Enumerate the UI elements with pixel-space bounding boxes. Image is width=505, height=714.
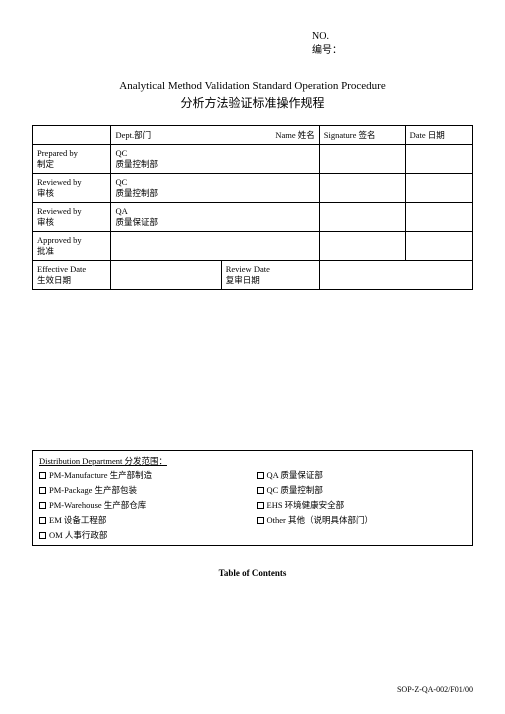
label-qa: QA 质量保证部 xyxy=(267,470,323,480)
reviewed2-sig xyxy=(319,203,405,232)
effective-en: Effective Date xyxy=(37,264,106,274)
header-date: Date 日期 xyxy=(405,126,472,145)
prepared-zh: 制定 xyxy=(37,158,106,170)
label-pm-package: PM-Package 生产部包装 xyxy=(49,485,137,495)
header-empty xyxy=(33,126,111,145)
approved-sig xyxy=(319,232,405,261)
footer-doc-code: SOP-Z-QA-002/F01/00 xyxy=(397,685,473,694)
reviewed1-dept-zh: 质量控制部 xyxy=(115,187,314,199)
effective-label: Effective Date 生效日期 xyxy=(33,261,111,290)
reviewed2-label: Reviewed by 审核 xyxy=(33,203,111,232)
label-pm-warehouse: PM-Warehouse 生产部仓库 xyxy=(49,500,146,510)
checkbox-icon xyxy=(39,487,46,494)
review-en: Review Date xyxy=(226,264,315,274)
effective-value xyxy=(111,261,221,290)
prepared-label: Prepared by 制定 xyxy=(33,145,111,174)
chk-pm-manufacture[interactable]: PM-Manufacture 生产部制造 xyxy=(39,469,249,481)
chk-other[interactable]: Other 其他（说明具体部门） xyxy=(257,514,467,526)
checkbox-icon xyxy=(39,472,46,479)
reviewed2-date xyxy=(405,203,472,232)
row-dates: Effective Date 生效日期 Review Date 复审日期 xyxy=(33,261,473,290)
header-signature: Signature 签名 xyxy=(319,126,405,145)
reviewed2-zh: 审核 xyxy=(37,216,106,228)
label-other: Other 其他（说明具体部门） xyxy=(267,515,373,525)
effective-zh: 生效日期 xyxy=(37,274,106,286)
checkbox-icon xyxy=(257,472,264,479)
row-reviewed2: Reviewed by 审核 QA 质量保证部 xyxy=(33,203,473,232)
chk-qc[interactable]: QC 质量控制部 xyxy=(257,484,467,496)
checkbox-icon xyxy=(39,532,46,539)
reviewed1-sig xyxy=(319,174,405,203)
reviewed1-zh: 审核 xyxy=(37,187,106,199)
prepared-dept-en: QC xyxy=(115,148,314,158)
distribution-cell: Distribution Department 分发范围： PM-Manufac… xyxy=(33,451,473,546)
approval-table: Dept.部门 Name 姓名 Signature 签名 Date 日期 Pre… xyxy=(32,125,473,290)
checkbox-icon xyxy=(257,502,264,509)
header-name: Name 姓名 xyxy=(275,129,314,141)
approved-en: Approved by xyxy=(37,235,106,245)
chk-pm-warehouse[interactable]: PM-Warehouse 生产部仓库 xyxy=(39,499,249,511)
prepared-dept-zh: 质量控制部 xyxy=(115,158,314,170)
prepared-dept: QC 质量控制部 xyxy=(111,145,319,174)
approved-date xyxy=(405,232,472,261)
distribution-grid: PM-Manufacture 生产部制造 QA 质量保证部 PM-Package… xyxy=(39,469,466,541)
label-qc: QC 质量控制部 xyxy=(267,485,323,495)
reviewed1-dept: QC 质量控制部 xyxy=(111,174,319,203)
review-zh: 复审日期 xyxy=(226,274,315,286)
review-value xyxy=(319,261,472,290)
doc-no-en: NO. xyxy=(312,30,473,44)
header-dept-name: Dept.部门 Name 姓名 xyxy=(111,126,319,145)
checkbox-icon xyxy=(39,517,46,524)
label-em: EM 设备工程部 xyxy=(49,515,106,525)
doc-number-block: NO. 编号： xyxy=(312,30,473,58)
toc-heading: Table of Contents xyxy=(32,568,473,578)
reviewed2-dept-zh: 质量保证部 xyxy=(115,216,314,228)
prepared-sig xyxy=(319,145,405,174)
label-pm-manufacture: PM-Manufacture 生产部制造 xyxy=(49,470,152,480)
approved-label: Approved by 批准 xyxy=(33,232,111,261)
review-label: Review Date 复审日期 xyxy=(221,261,319,290)
checkbox-icon xyxy=(257,487,264,494)
label-ehs: EHS 环境健康安全部 xyxy=(267,500,345,510)
label-om: OM 人事行政部 xyxy=(49,530,107,540)
chk-pm-package[interactable]: PM-Package 生产部包装 xyxy=(39,484,249,496)
approved-zh: 批准 xyxy=(37,245,106,257)
title-english: Analytical Method Validation Standard Op… xyxy=(32,80,473,92)
chk-qa[interactable]: QA 质量保证部 xyxy=(257,469,467,481)
row-prepared: Prepared by 制定 QC 质量控制部 xyxy=(33,145,473,174)
reviewed1-en: Reviewed by xyxy=(37,177,106,187)
table-header-row: Dept.部门 Name 姓名 Signature 签名 Date 日期 xyxy=(33,126,473,145)
header-dept: Dept.部门 xyxy=(115,130,151,140)
reviewed2-dept: QA 质量保证部 xyxy=(111,203,319,232)
row-reviewed1: Reviewed by 审核 QC 质量控制部 xyxy=(33,174,473,203)
chk-em[interactable]: EM 设备工程部 xyxy=(39,514,249,526)
prepared-en: Prepared by xyxy=(37,148,106,158)
reviewed2-en: Reviewed by xyxy=(37,206,106,216)
spacer xyxy=(32,290,473,450)
reviewed1-date xyxy=(405,174,472,203)
title-chinese: 分析方法验证标准操作规程 xyxy=(32,94,473,111)
prepared-date xyxy=(405,145,472,174)
reviewed1-label: Reviewed by 审核 xyxy=(33,174,111,203)
distribution-title: Distribution Department 分发范围： xyxy=(39,455,466,467)
approved-dept xyxy=(111,232,319,261)
checkbox-icon xyxy=(39,502,46,509)
chk-om[interactable]: OM 人事行政部 xyxy=(39,529,249,541)
reviewed2-dept-en: QA xyxy=(115,206,314,216)
doc-no-zh: 编号： xyxy=(312,44,473,58)
chk-ehs[interactable]: EHS 环境健康安全部 xyxy=(257,499,467,511)
distribution-table: Distribution Department 分发范围： PM-Manufac… xyxy=(32,450,473,546)
reviewed1-dept-en: QC xyxy=(115,177,314,187)
checkbox-icon xyxy=(257,517,264,524)
row-approved: Approved by 批准 xyxy=(33,232,473,261)
